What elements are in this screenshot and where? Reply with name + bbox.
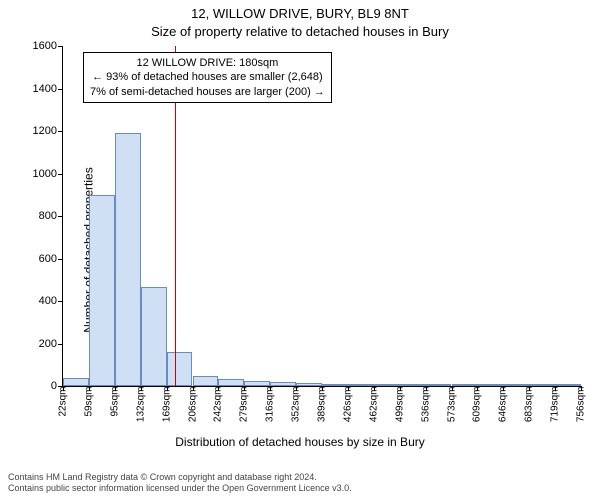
x-tick-label: 169sqm (161, 387, 172, 423)
y-tick-mark (58, 46, 63, 47)
x-tick-label: 683sqm (524, 387, 535, 423)
y-tick-label: 600 (39, 253, 57, 265)
x-tick-label: 132sqm (135, 387, 146, 423)
footer-attribution: Contains HM Land Registry data © Crown c… (8, 472, 592, 495)
x-tick-label: 316sqm (265, 387, 276, 423)
x-axis-label: Distribution of detached houses by size … (0, 435, 600, 449)
y-tick-mark (58, 216, 63, 217)
y-tick-label: 1400 (33, 83, 57, 95)
x-tick-label: 59sqm (83, 387, 94, 417)
x-tick-label: 646sqm (498, 387, 509, 423)
x-tick-label: 756sqm (576, 387, 587, 423)
histogram-bar (477, 384, 503, 386)
x-tick-label: 279sqm (239, 387, 250, 423)
y-tick-label: 1000 (33, 168, 57, 180)
y-tick-label: 200 (39, 338, 57, 350)
histogram-bar (348, 384, 374, 386)
annotation-line: ← 93% of detached houses are smaller (2,… (90, 70, 325, 84)
x-tick-label: 499sqm (394, 387, 405, 423)
y-tick-mark (58, 301, 63, 302)
histogram-bar (89, 195, 115, 386)
y-tick-label: 1600 (33, 40, 57, 52)
y-tick-mark (58, 344, 63, 345)
annotation-box: 12 WILLOW DRIVE: 180sqm← 93% of detached… (83, 52, 332, 103)
histogram-bar (374, 384, 400, 386)
histogram-bar (503, 384, 529, 386)
x-tick-label: 426sqm (342, 387, 353, 423)
x-tick-label: 536sqm (420, 387, 431, 423)
histogram-bar (270, 382, 296, 386)
histogram-bar (63, 378, 89, 387)
y-tick-mark (58, 174, 63, 175)
x-tick-label: 573sqm (446, 387, 457, 423)
x-tick-label: 389sqm (317, 387, 328, 423)
y-tick-mark (58, 89, 63, 90)
chart-plot-area: 0200400600800100012001400160022sqm59sqm9… (62, 46, 581, 387)
histogram-bar (115, 133, 141, 386)
annotation-line: 12 WILLOW DRIVE: 180sqm (90, 56, 325, 70)
histogram-bar (426, 384, 452, 386)
y-tick-label: 0 (51, 380, 57, 392)
histogram-bar (452, 384, 478, 386)
footer-line: Contains HM Land Registry data © Crown c… (8, 472, 592, 483)
x-tick-label: 352sqm (291, 387, 302, 423)
y-tick-mark (58, 259, 63, 260)
x-tick-label: 206sqm (187, 387, 198, 423)
y-tick-label: 1200 (33, 125, 57, 137)
y-tick-label: 400 (39, 295, 57, 307)
x-tick-label: 719sqm (550, 387, 561, 423)
y-tick-mark (58, 131, 63, 132)
histogram-bar (218, 379, 244, 386)
x-tick-label: 609sqm (472, 387, 483, 423)
x-tick-label: 95sqm (109, 387, 120, 417)
histogram-bar (167, 352, 193, 386)
x-tick-label: 462sqm (368, 387, 379, 423)
x-tick-label: 22sqm (58, 387, 69, 417)
annotation-line: 7% of semi-detached houses are larger (2… (90, 85, 325, 99)
page-title: 12, WILLOW DRIVE, BURY, BL9 8NT (0, 6, 600, 21)
histogram-bar (296, 383, 322, 386)
subtitle: Size of property relative to detached ho… (0, 24, 600, 39)
x-tick-label: 242sqm (213, 387, 224, 423)
histogram-bar (141, 287, 167, 386)
histogram-bar (193, 376, 219, 386)
histogram-bar (529, 384, 555, 386)
footer-line: Contains public sector information licen… (8, 483, 592, 494)
histogram-bar (400, 384, 426, 386)
y-tick-label: 800 (39, 210, 57, 222)
histogram-bar (244, 381, 270, 386)
histogram-bar (322, 384, 348, 386)
histogram-bar (555, 384, 581, 386)
